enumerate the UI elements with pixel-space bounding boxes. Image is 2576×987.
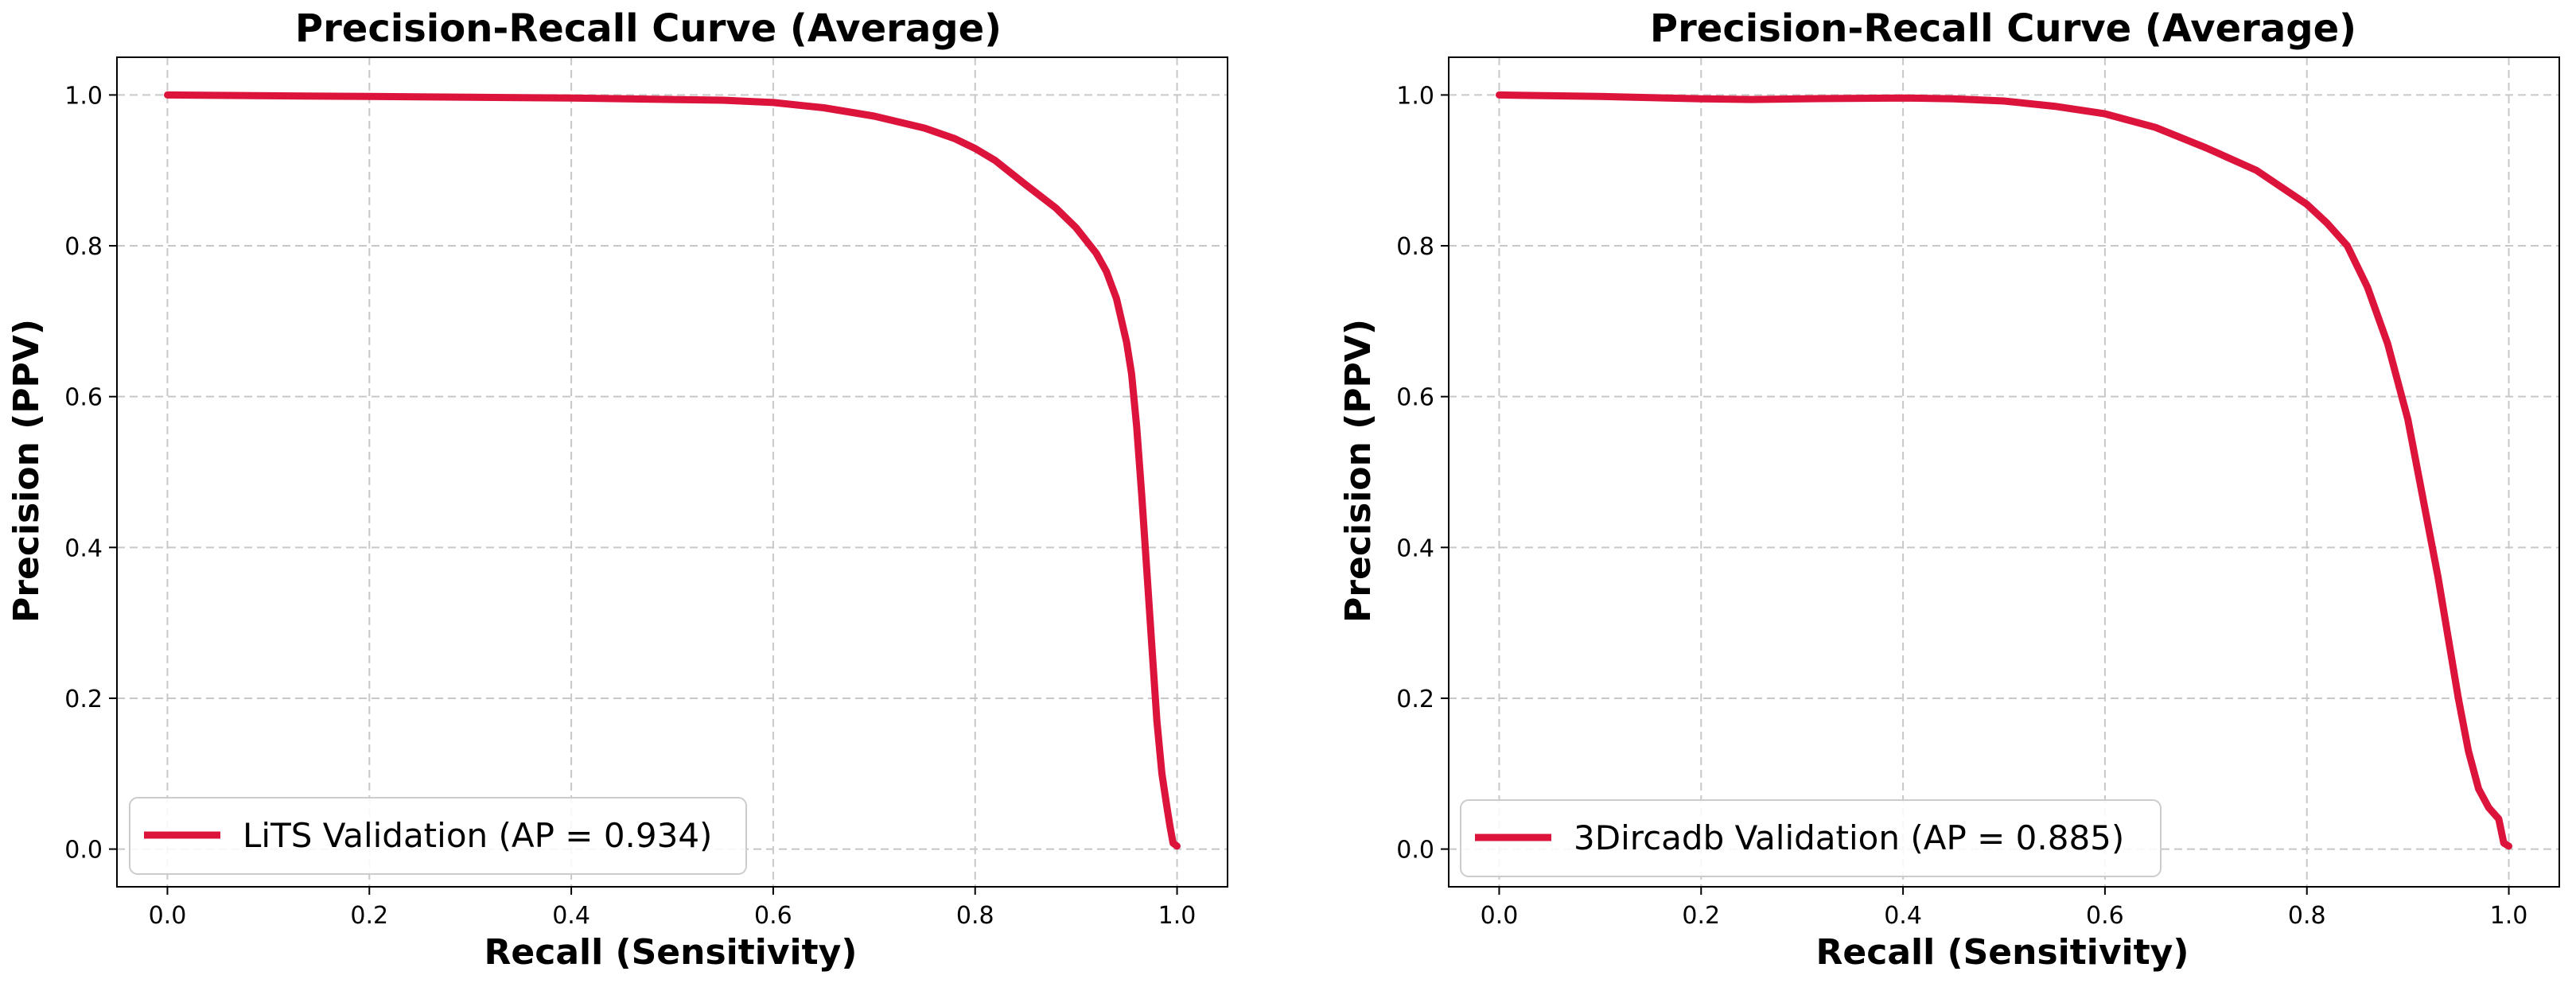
x-tick-label: 1.0 bbox=[2490, 902, 2528, 930]
y-ticks: 0.0 0.2 0.4 0.6 0.8 1.0 bbox=[64, 82, 117, 865]
y-tick-label: 0.6 bbox=[1396, 384, 1434, 412]
y-tick-label: 0.8 bbox=[64, 233, 103, 261]
y-tick-label: 0.8 bbox=[1396, 233, 1434, 261]
legend-label: LiTS Validation (AP = 0.934) bbox=[243, 816, 712, 855]
legend-box bbox=[129, 797, 747, 875]
y-tick-label: 0.0 bbox=[64, 837, 103, 865]
legend-box bbox=[1460, 799, 2162, 877]
y-tick-label: 1.0 bbox=[1396, 82, 1434, 110]
chart-title: Precision-Recall Curve (Average) bbox=[295, 6, 1002, 51]
chart-title: Precision-Recall Curve (Average) bbox=[1650, 6, 2356, 51]
x-tick-label: 0.8 bbox=[956, 902, 994, 930]
grid bbox=[1449, 57, 2559, 887]
y-axis-label: Precision (PPV) bbox=[6, 319, 47, 623]
x-ticks: 0.0 0.2 0.4 0.6 0.8 1.0 bbox=[149, 887, 1197, 930]
y-tick-label: 0.6 bbox=[64, 384, 103, 412]
x-ticks: 0.0 0.2 0.4 0.6 0.8 1.0 bbox=[1481, 887, 2528, 930]
x-tick-label: 0.6 bbox=[2086, 902, 2124, 930]
plot-frame bbox=[1448, 56, 2560, 888]
chart-panel-lits: Precision-Recall Curve (Average) 0.0 0.2 0… bbox=[6, 6, 1228, 973]
x-tick-label: 0.0 bbox=[1481, 902, 1519, 930]
y-tick-label: 0.4 bbox=[64, 534, 103, 562]
x-tick-label: 0.8 bbox=[2288, 902, 2326, 930]
legend: LiTS Validation (AP = 0.934) bbox=[129, 797, 747, 875]
legend-label: 3Dircadb Validation (AP = 0.885) bbox=[1574, 818, 2124, 857]
series-line bbox=[1496, 91, 2512, 850]
plot-frame bbox=[116, 56, 1228, 888]
x-axis-label: Recall (Sensitivity) bbox=[1816, 932, 2189, 973]
y-tick-label: 0.2 bbox=[1396, 686, 1434, 713]
y-ticks: 0.0 0.2 0.4 0.6 0.8 1.0 bbox=[1396, 82, 1449, 865]
x-tick-label: 1.0 bbox=[1158, 902, 1197, 930]
x-tick-label: 0.2 bbox=[1682, 902, 1720, 930]
y-tick-label: 1.0 bbox=[64, 82, 103, 110]
series-layer bbox=[164, 91, 1181, 850]
y-tick-label: 0.2 bbox=[64, 686, 103, 713]
chart-panel-3dircadb: Precision-Recall Curve (Average) 0.0 0.2 0… bbox=[1338, 6, 2560, 973]
grid bbox=[117, 57, 1228, 887]
x-tick-label: 0.4 bbox=[1884, 902, 1922, 930]
x-tick-label: 0.6 bbox=[754, 902, 792, 930]
x-tick-label: 0.2 bbox=[350, 902, 388, 930]
y-tick-label: 0.0 bbox=[1396, 837, 1434, 865]
legend: 3Dircadb Validation (AP = 0.885) bbox=[1460, 799, 2162, 877]
x-tick-label: 0.0 bbox=[149, 902, 187, 930]
x-axis-label: Recall (Sensitivity) bbox=[484, 932, 858, 973]
x-tick-label: 0.4 bbox=[552, 902, 590, 930]
y-axis-label: Precision (PPV) bbox=[1338, 319, 1379, 623]
series-line bbox=[164, 91, 1181, 850]
series-layer bbox=[1496, 91, 2512, 850]
y-tick-label: 0.4 bbox=[1396, 534, 1434, 562]
